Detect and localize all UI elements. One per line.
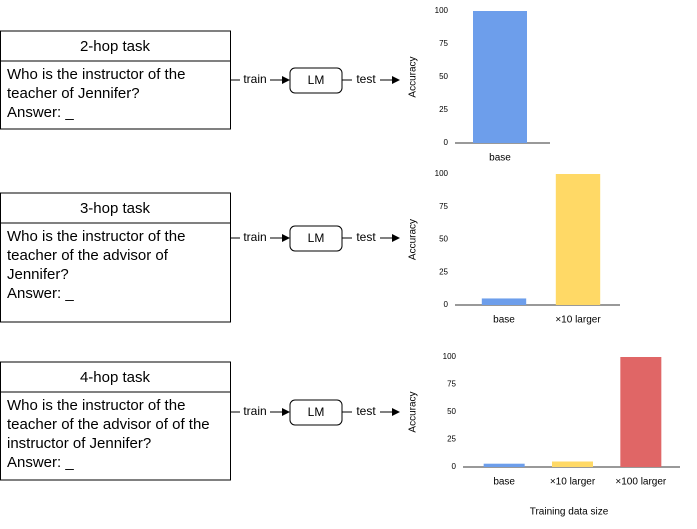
question-line: teacher of the advisor of of the	[7, 416, 210, 433]
question-line: instructor of Jennifer?	[7, 435, 151, 452]
x-tick-label: ×10 larger	[550, 477, 596, 488]
y-tick-label: 50	[439, 72, 448, 81]
y-tick-label: 50	[439, 235, 448, 244]
test-label: test	[356, 72, 376, 86]
bar	[481, 298, 527, 305]
task-title: 4-hop task	[80, 369, 151, 386]
train-label: train	[243, 72, 266, 86]
question-line: Jennifer?	[7, 266, 69, 283]
test-label: test	[356, 230, 376, 244]
bar	[473, 11, 527, 143]
y-tick-label: 100	[435, 169, 449, 178]
x-axis-label: Training data size	[530, 507, 609, 518]
bar	[552, 461, 593, 467]
x-tick-label: base	[493, 315, 515, 326]
y-tick-label: 100	[443, 352, 457, 361]
y-tick-label: 75	[447, 380, 456, 389]
question-line: Who is the instructor of the	[7, 66, 185, 83]
y-tick-label: 25	[439, 267, 448, 276]
question-line: Answer: _	[7, 104, 74, 121]
question-line: teacher of the advisor of	[7, 247, 169, 264]
y-tick-label: 50	[447, 407, 456, 416]
task-title: 2-hop task	[80, 38, 151, 55]
test-label: test	[356, 404, 376, 418]
bar	[555, 174, 601, 305]
bar	[483, 463, 525, 467]
y-tick-label: 0	[444, 300, 449, 309]
y-tick-label: 100	[435, 6, 449, 15]
y-axis-label: Accuracy	[408, 391, 419, 432]
x-tick-label: ×100 larger	[615, 477, 667, 488]
task-box	[0, 361, 231, 481]
x-tick-label: base	[493, 477, 515, 488]
y-tick-label: 25	[439, 105, 448, 114]
question-line: Who is the instructor of the	[7, 397, 185, 414]
y-tick-label: 25	[447, 435, 456, 444]
question-line: Who is the instructor of the	[7, 228, 185, 245]
y-tick-label: 75	[439, 202, 448, 211]
train-label: train	[243, 404, 266, 418]
task-title: 3-hop task	[80, 200, 151, 217]
y-axis-label: Accuracy	[408, 219, 419, 260]
y-tick-label: 75	[439, 39, 448, 48]
question-line: teacher of Jennifer?	[7, 85, 140, 102]
task-box	[0, 192, 231, 323]
question-line: Answer: _	[7, 454, 74, 471]
x-tick-label: base	[489, 153, 511, 164]
y-axis-label: Accuracy	[408, 56, 419, 97]
question-line: Answer: _	[7, 285, 74, 302]
y-tick-label: 0	[452, 462, 457, 471]
model-label: LM	[308, 73, 325, 87]
task-box	[0, 30, 231, 130]
y-tick-label: 0	[444, 138, 449, 147]
train-label: train	[243, 230, 266, 244]
bar	[620, 357, 662, 467]
x-tick-label: ×10 larger	[555, 315, 601, 326]
model-label: LM	[308, 231, 325, 245]
model-label: LM	[308, 405, 325, 419]
